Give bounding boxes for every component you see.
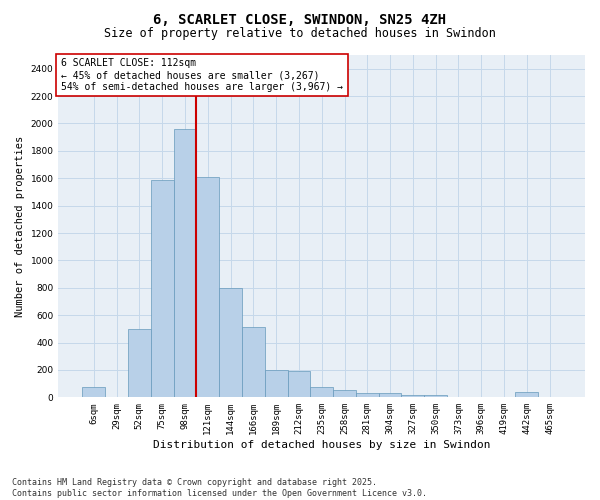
Text: 6, SCARLET CLOSE, SWINDON, SN25 4ZH: 6, SCARLET CLOSE, SWINDON, SN25 4ZH xyxy=(154,12,446,26)
Bar xyxy=(333,390,356,398)
Bar xyxy=(424,396,447,398)
Text: Size of property relative to detached houses in Swindon: Size of property relative to detached ho… xyxy=(104,28,496,40)
X-axis label: Distribution of detached houses by size in Swindon: Distribution of detached houses by size … xyxy=(153,440,490,450)
Bar xyxy=(515,392,538,398)
Y-axis label: Number of detached properties: Number of detached properties xyxy=(15,136,25,317)
Text: 6 SCARLET CLOSE: 112sqm
← 45% of detached houses are smaller (3,267)
54% of semi: 6 SCARLET CLOSE: 112sqm ← 45% of detache… xyxy=(61,58,343,92)
Bar xyxy=(196,177,219,398)
Bar xyxy=(265,370,287,398)
Bar xyxy=(356,392,379,398)
Bar xyxy=(151,180,173,398)
Bar xyxy=(242,328,265,398)
Bar xyxy=(310,387,333,398)
Bar xyxy=(128,329,151,398)
Bar xyxy=(401,394,424,398)
Bar xyxy=(219,288,242,398)
Bar xyxy=(287,370,310,398)
Bar xyxy=(82,387,105,398)
Bar xyxy=(173,129,196,398)
Bar xyxy=(379,393,401,398)
Text: Contains HM Land Registry data © Crown copyright and database right 2025.
Contai: Contains HM Land Registry data © Crown c… xyxy=(12,478,427,498)
